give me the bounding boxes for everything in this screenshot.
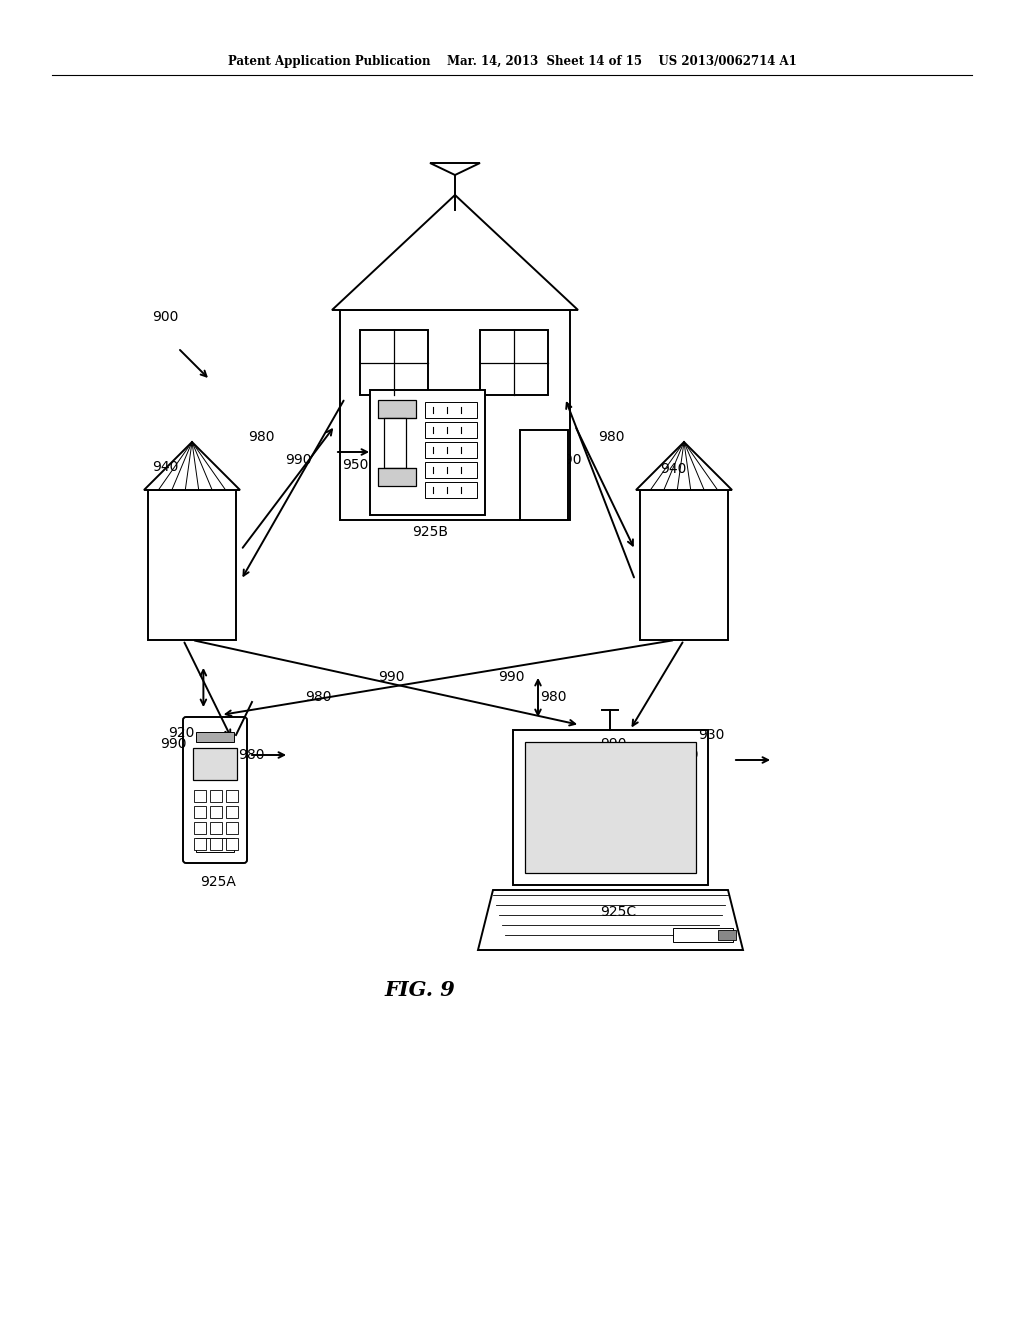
Text: 940: 940 xyxy=(660,462,686,477)
Bar xyxy=(673,928,733,942)
Polygon shape xyxy=(478,890,743,950)
Polygon shape xyxy=(636,442,732,490)
Bar xyxy=(226,807,238,818)
Bar xyxy=(513,730,708,884)
Bar xyxy=(520,430,568,520)
Bar xyxy=(425,442,477,458)
Bar xyxy=(370,389,485,515)
Text: 920: 920 xyxy=(168,726,195,741)
Text: 980: 980 xyxy=(248,430,274,444)
Bar xyxy=(210,822,222,834)
Text: 990: 990 xyxy=(285,453,311,467)
Bar xyxy=(148,490,236,640)
Text: 925B: 925B xyxy=(412,525,449,539)
Bar xyxy=(360,330,428,395)
Bar xyxy=(378,469,416,486)
Polygon shape xyxy=(430,162,480,176)
Text: 990: 990 xyxy=(600,737,627,751)
Bar xyxy=(194,807,206,818)
Bar xyxy=(194,822,206,834)
Bar xyxy=(425,482,477,498)
Bar xyxy=(210,838,222,850)
Bar xyxy=(210,789,222,803)
Bar xyxy=(425,403,477,418)
Bar xyxy=(226,838,238,850)
Text: 980: 980 xyxy=(672,748,698,762)
Bar xyxy=(193,748,237,780)
Bar xyxy=(210,807,222,818)
Text: 980: 980 xyxy=(305,690,332,704)
Bar xyxy=(196,838,234,851)
Text: 925C: 925C xyxy=(600,906,636,919)
Text: FIG. 9: FIG. 9 xyxy=(385,979,456,1001)
Text: 930: 930 xyxy=(698,729,724,742)
FancyBboxPatch shape xyxy=(183,717,247,863)
Text: 980: 980 xyxy=(540,690,566,704)
Bar xyxy=(194,838,206,850)
Polygon shape xyxy=(144,442,240,490)
Bar xyxy=(425,462,477,478)
Text: 950: 950 xyxy=(342,458,369,473)
Bar xyxy=(226,822,238,834)
Text: 990: 990 xyxy=(160,737,186,751)
Text: 925A: 925A xyxy=(200,875,236,888)
Bar xyxy=(718,931,736,940)
Bar xyxy=(226,789,238,803)
Bar xyxy=(525,742,696,873)
Text: 990: 990 xyxy=(498,671,524,684)
Text: 980: 980 xyxy=(238,748,264,762)
Bar xyxy=(340,310,570,520)
Text: 900: 900 xyxy=(152,310,178,323)
Polygon shape xyxy=(332,195,578,310)
Bar xyxy=(425,422,477,438)
Text: 990: 990 xyxy=(555,453,582,467)
Text: Patent Application Publication    Mar. 14, 2013  Sheet 14 of 15    US 2013/00627: Patent Application Publication Mar. 14, … xyxy=(227,55,797,69)
Bar xyxy=(378,400,416,418)
Bar xyxy=(480,330,548,395)
Bar xyxy=(194,789,206,803)
Bar xyxy=(640,490,728,640)
Text: 980: 980 xyxy=(598,430,625,444)
Text: 940: 940 xyxy=(152,459,178,474)
Bar xyxy=(384,418,406,469)
Text: 990: 990 xyxy=(378,671,404,684)
Bar xyxy=(196,733,234,742)
